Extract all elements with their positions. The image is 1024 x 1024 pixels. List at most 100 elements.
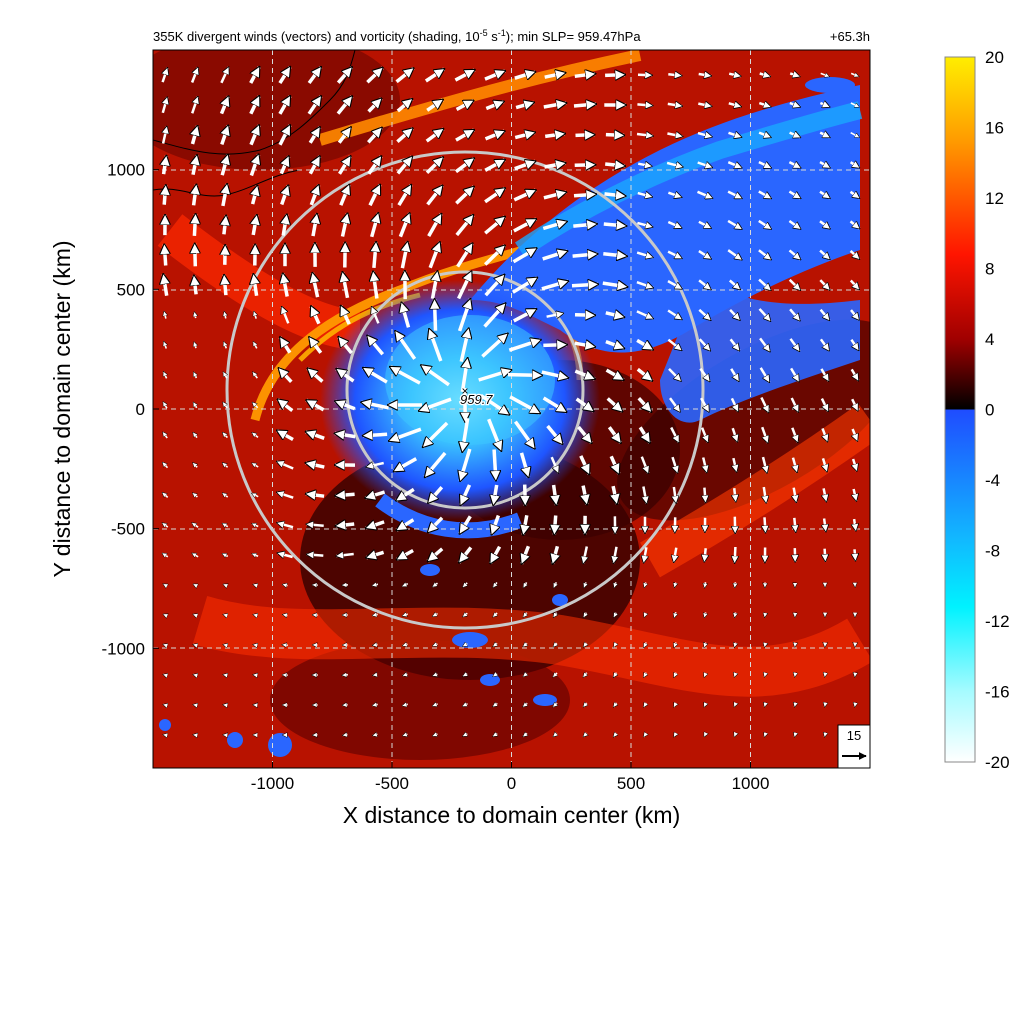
wind-vector xyxy=(162,432,168,439)
y-axis-label: Y distance to domain center (km) xyxy=(49,240,75,577)
wind-vector xyxy=(163,462,169,469)
wind-vector xyxy=(281,156,288,175)
wind-vector xyxy=(642,642,647,648)
wind-vector xyxy=(195,244,196,267)
colorbar: 20 16 12 8 4 0 -4 -8 -12 -16 -20 xyxy=(944,48,1010,772)
wind-vector xyxy=(667,220,681,230)
wind-vector xyxy=(368,185,382,207)
wind-vector xyxy=(544,134,565,137)
wind-vector xyxy=(426,98,443,112)
wind-vector xyxy=(488,545,502,564)
wind-vector xyxy=(335,433,356,436)
wind-vector xyxy=(252,342,257,349)
wind-vector xyxy=(163,127,167,144)
wind-vector xyxy=(613,613,616,618)
y-tick-label: 1000 xyxy=(107,161,145,180)
wind-vector xyxy=(819,190,830,200)
wind-vector xyxy=(283,615,288,616)
wind-vector xyxy=(579,455,591,474)
wind-vector xyxy=(849,220,860,228)
wind-vector xyxy=(478,370,512,382)
wind-vector xyxy=(428,486,444,503)
wind-vector xyxy=(370,213,379,238)
wind-vector xyxy=(788,219,800,231)
wind-vector xyxy=(222,372,227,379)
wind-vector xyxy=(614,582,616,587)
wind-vector xyxy=(339,337,353,355)
wind-vector xyxy=(162,552,169,557)
wind-vector xyxy=(574,343,595,347)
wind-vector xyxy=(277,553,293,557)
x-tick-label: -500 xyxy=(375,774,409,793)
wind-vector xyxy=(728,133,742,137)
wind-vector xyxy=(644,613,646,617)
wind-vector xyxy=(374,242,376,269)
wind-vector xyxy=(462,417,467,452)
wind-vector xyxy=(192,372,197,379)
wind-vector xyxy=(850,338,860,351)
wind-vector xyxy=(222,126,228,145)
colorbar-tick-label: -12 xyxy=(985,612,1010,631)
wind-vector xyxy=(764,486,766,503)
wind-vector xyxy=(637,164,652,167)
wind-vector xyxy=(423,421,449,447)
wind-vector xyxy=(760,396,770,413)
wind-vector xyxy=(727,249,742,261)
range-ring-1000km xyxy=(225,150,705,630)
wind-vector xyxy=(193,644,197,645)
wind-vector xyxy=(162,402,167,409)
wind-vector xyxy=(455,215,473,237)
wind-vector xyxy=(761,426,768,443)
wind-vector xyxy=(193,463,197,468)
wind-vector xyxy=(224,216,226,235)
vorticity-field xyxy=(153,50,870,768)
wind-vector xyxy=(575,397,594,413)
wind-vector xyxy=(253,645,257,646)
wind-vector xyxy=(727,161,741,168)
wind-vector xyxy=(367,336,385,356)
wind-vector xyxy=(336,67,352,84)
wind-vector xyxy=(253,215,257,236)
wind-vector xyxy=(765,643,766,647)
wind-vector xyxy=(223,584,227,586)
reference-vector-box: 15 xyxy=(837,724,871,769)
wind-vector xyxy=(765,517,766,532)
wind-vector xyxy=(788,190,800,200)
wind-vector xyxy=(824,518,826,532)
wind-vector xyxy=(667,134,682,137)
wind-vector xyxy=(463,583,467,587)
x-tick-label: 500 xyxy=(617,774,645,793)
wind-vector xyxy=(735,612,736,618)
wind-vector xyxy=(193,493,198,497)
wind-vector xyxy=(373,645,378,646)
wind-vector xyxy=(734,733,736,737)
wind-vector xyxy=(458,515,472,533)
wind-vector xyxy=(253,274,256,297)
wind-vector xyxy=(758,219,771,231)
wind-vector xyxy=(460,448,472,481)
wind-vector xyxy=(758,249,771,259)
wind-vector xyxy=(667,104,682,106)
wind-vector xyxy=(674,642,676,648)
wind-vector xyxy=(553,545,558,563)
wind-vector xyxy=(163,68,168,83)
wind-vector xyxy=(252,492,259,496)
wind-vector xyxy=(819,279,829,290)
wind-vector xyxy=(277,492,294,499)
y-tick-label: 500 xyxy=(117,280,145,299)
wind-vector xyxy=(638,426,652,442)
wind-vector xyxy=(855,703,856,707)
wind-vector xyxy=(522,581,526,587)
wind-vector xyxy=(455,99,474,111)
wind-vector xyxy=(282,645,288,646)
wind-vector xyxy=(514,72,535,78)
wind-vector xyxy=(734,673,735,677)
wind-vector xyxy=(373,675,378,676)
wind-vector xyxy=(427,214,443,237)
wind-vector xyxy=(396,487,415,503)
wind-vector xyxy=(734,488,736,502)
wind-vector xyxy=(278,67,292,85)
wind-vector xyxy=(823,458,827,471)
colorbar-tick-label: -16 xyxy=(985,683,1010,702)
wind-vector xyxy=(553,673,557,677)
